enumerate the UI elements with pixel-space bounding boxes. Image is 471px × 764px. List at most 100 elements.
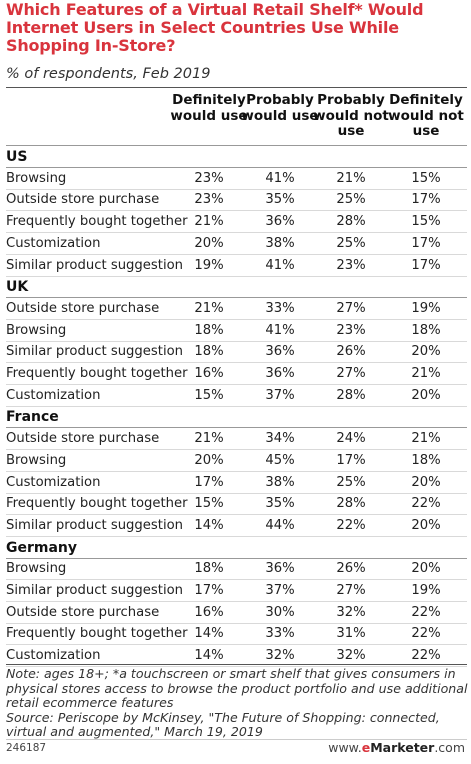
- data-cell: 21%: [411, 431, 441, 447]
- table-row: Frequently bought together 14% 33% 31% 22%: [6, 623, 467, 646]
- data-cell: 23%: [336, 257, 366, 273]
- table-row: Frequently bought together 21% 36% 28% 15%: [6, 211, 467, 234]
- data-cell: 38%: [265, 235, 295, 251]
- group-header: UK: [6, 276, 467, 299]
- data-cell: 20%: [411, 517, 441, 533]
- data-cell: 22%: [411, 604, 441, 620]
- data-cell: 20%: [411, 474, 441, 490]
- table-row: Similar product suggestion 17% 37% 27% 19%: [6, 580, 467, 602]
- data-cell: 21%: [194, 431, 224, 447]
- data-cell: 18%: [411, 322, 441, 338]
- data-cell: 25%: [336, 235, 366, 251]
- data-cell: 45%: [265, 452, 295, 468]
- data-cell: 32%: [265, 648, 295, 664]
- data-cell: 23%: [336, 322, 366, 338]
- data-cell: 23%: [194, 170, 224, 186]
- chart-id: 246187: [6, 742, 47, 754]
- row-label: Browsing: [6, 170, 67, 186]
- table-row: Similar product suggestion 19% 41% 23% 17%: [6, 255, 467, 277]
- row-label: Customization: [6, 474, 101, 490]
- brand-suffix: .com: [434, 740, 465, 755]
- row-label: Frequently bought together: [6, 366, 188, 381]
- data-cell: 36%: [265, 344, 295, 360]
- column-header: Definitely would use: [170, 92, 248, 124]
- data-cell: 33%: [265, 626, 295, 642]
- data-cell: 22%: [411, 496, 441, 512]
- data-cell: 20%: [194, 452, 224, 468]
- data-cell: 17%: [194, 474, 224, 490]
- data-cell: 17%: [411, 192, 441, 208]
- data-cell: 28%: [336, 214, 366, 230]
- data-cell: 44%: [265, 517, 295, 533]
- row-label: Outside store purchase: [6, 431, 160, 447]
- data-cell: 36%: [265, 561, 295, 577]
- data-cell: 15%: [411, 214, 441, 230]
- data-cell: 21%: [194, 300, 224, 316]
- group-header: France: [6, 406, 467, 429]
- row-label: Customization: [6, 648, 101, 664]
- data-cell: 26%: [336, 344, 366, 360]
- data-cell: 36%: [265, 366, 295, 381]
- data-cell: 41%: [265, 322, 295, 338]
- data-cell: 28%: [336, 387, 366, 403]
- chart-title: Which Features of a Virtual Retail Shelf…: [6, 0, 424, 55]
- brand-name: Marketer: [370, 740, 435, 755]
- row-label: Frequently bought together: [6, 496, 188, 512]
- column-header: Probably would use: [241, 92, 319, 124]
- row-label: Browsing: [6, 452, 67, 468]
- table-row: Similar product suggestion 18% 36% 26% 20%: [6, 341, 467, 364]
- brand-accent: e: [361, 740, 371, 755]
- data-cell: 38%: [265, 474, 295, 490]
- table-row: Browsing 18% 41% 23% 18%: [6, 320, 467, 342]
- data-cell: 15%: [194, 496, 224, 512]
- table-row: Similar product suggestion 14% 44% 22% 20%: [6, 515, 467, 537]
- data-cell: 18%: [194, 344, 224, 360]
- data-cell: 20%: [411, 561, 441, 577]
- data-cell: 32%: [336, 648, 366, 664]
- row-label: Similar product suggestion: [6, 344, 184, 360]
- table-row: Frequently bought together 15% 35% 28% 22%: [6, 493, 467, 516]
- note-text: Note: ages 18+; *a touchscreen or smart …: [6, 666, 468, 710]
- chart-subtitle: % of respondents, Feb 2019: [6, 66, 211, 82]
- data-cell: 25%: [336, 192, 366, 208]
- group-header: US: [6, 146, 467, 168]
- data-cell: 41%: [265, 170, 295, 186]
- data-cell: 22%: [411, 648, 441, 664]
- data-cell: 22%: [336, 517, 366, 533]
- data-cell: 30%: [265, 604, 295, 620]
- table-row: Customization 15% 37% 28% 20%: [6, 385, 467, 407]
- data-cell: 31%: [336, 626, 366, 642]
- row-label: Customization: [6, 235, 101, 251]
- data-cell: 41%: [265, 257, 295, 273]
- data-cell: 15%: [194, 387, 224, 403]
- data-cell: 33%: [265, 300, 295, 316]
- data-cell: 22%: [411, 626, 441, 642]
- footnotes: Note: ages 18+; *a touchscreen or smart …: [6, 666, 468, 740]
- source-text: Source: Periscope by McKinsey, "The Futu…: [6, 709, 440, 739]
- table-row: Browsing 18% 36% 26% 20%: [6, 558, 467, 581]
- data-cell: 34%: [265, 431, 295, 447]
- brand-prefix: www.: [328, 740, 362, 755]
- data-cell: 15%: [411, 170, 441, 186]
- row-label: Outside store purchase: [6, 192, 160, 208]
- header-divider: [6, 145, 467, 146]
- data-cell: 18%: [194, 322, 224, 338]
- data-cell: 18%: [194, 561, 224, 577]
- table-row: Customization 17% 38% 25% 20%: [6, 472, 467, 494]
- data-cell: 21%: [194, 214, 224, 230]
- data-cell: 27%: [336, 583, 366, 598]
- brand-logo: www.eMarketer.com: [328, 740, 465, 755]
- table-row: Outside store purchase 21% 34% 24% 21%: [6, 428, 467, 451]
- table-row: Frequently bought together 16% 36% 27% 21%: [6, 363, 467, 385]
- data-cell: 37%: [265, 583, 295, 598]
- data-cell: 21%: [411, 366, 441, 381]
- data-cell: 35%: [265, 192, 295, 208]
- row-label: Similar product suggestion: [6, 583, 184, 598]
- data-cell: 17%: [411, 235, 441, 251]
- data-cell: 18%: [411, 452, 441, 468]
- table-row: Outside store purchase 21% 33% 27% 19%: [6, 298, 467, 320]
- data-cell: 19%: [411, 300, 441, 316]
- data-cell: 19%: [411, 583, 441, 598]
- data-cell: 27%: [336, 300, 366, 316]
- row-label: Outside store purchase: [6, 300, 160, 316]
